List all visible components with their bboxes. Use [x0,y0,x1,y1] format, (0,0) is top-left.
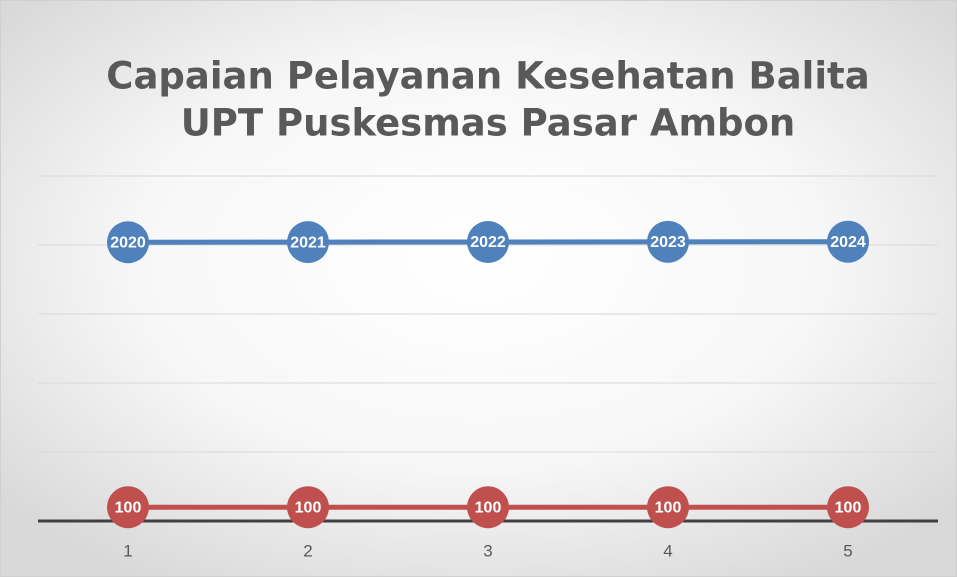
x-tick-label: 3 [483,541,492,560]
marker [467,486,509,529]
data-label: 2022 [470,234,506,251]
data-label: 100 [295,499,322,516]
x-tick-label: 4 [663,541,672,560]
chart-title: Capaian Pelayanan Kesehatan Balita [106,55,869,98]
marker [107,221,149,264]
marker [467,220,509,263]
data-label: 2020 [110,234,146,251]
data-label: 100 [835,499,862,516]
marker [287,221,329,264]
marker [107,486,149,529]
data-label: 100 [655,499,682,516]
data-label: 100 [475,499,502,516]
data-label: 2024 [830,234,866,251]
x-tick-label: 5 [843,541,852,560]
x-tick-label: 1 [123,541,132,560]
data-label: 2023 [650,234,686,251]
marker [827,486,869,529]
marker [647,220,689,263]
x-tick-label: 2 [303,541,312,560]
marker [647,486,689,529]
marker [287,486,329,529]
chart-title: UPT Puskesmas Pasar Ambon [181,102,796,145]
data-label: 2021 [290,234,326,251]
data-label: 100 [115,499,142,516]
marker [827,220,869,263]
